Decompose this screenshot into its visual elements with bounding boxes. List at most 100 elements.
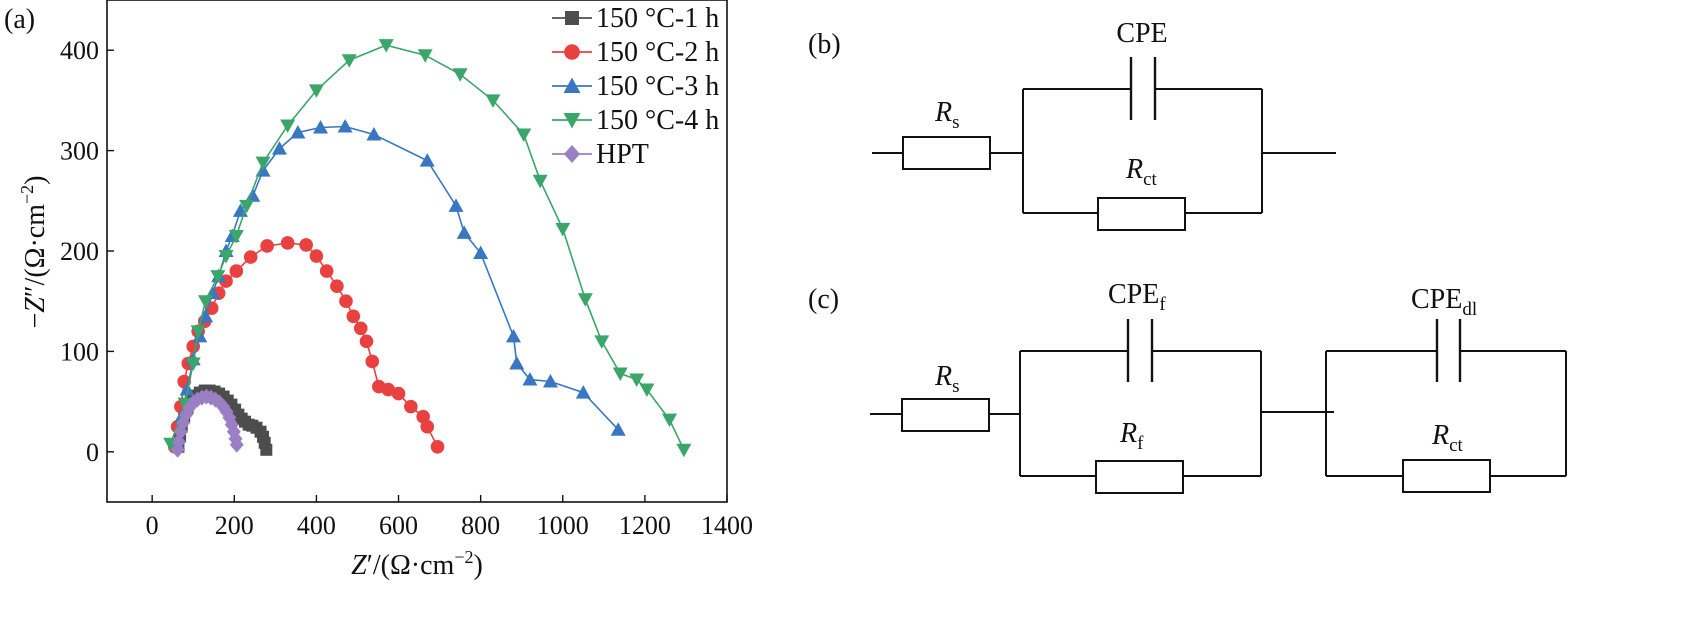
data-point (198, 295, 214, 309)
label-cpef: CPEf (1108, 279, 1166, 315)
data-point (485, 94, 501, 108)
data-point (299, 238, 313, 252)
x-tick-label: 1000 (537, 511, 589, 540)
resistor-rct-b (1097, 197, 1186, 231)
data-point (612, 367, 628, 381)
legend-marker (563, 113, 581, 129)
data-point (522, 372, 538, 386)
data-point (359, 334, 374, 349)
legend-label: 150 °C-3 h (596, 71, 719, 102)
data-point (419, 153, 435, 167)
data-point (229, 436, 244, 453)
series-layer (163, 39, 692, 458)
circuit-b: Rs CPE Rct (872, 18, 1336, 231)
label-rs-b: Rs (934, 97, 960, 133)
data-point (639, 383, 655, 398)
y-tick-label: 200 (60, 237, 99, 266)
x-axis-title: Z′/(Ω·cm−2) (351, 547, 483, 581)
data-point (290, 125, 306, 139)
data-point (271, 141, 287, 155)
data-point (308, 84, 324, 98)
data-point (532, 174, 548, 189)
legend-marker (565, 11, 579, 25)
data-point (229, 264, 244, 278)
data-point (378, 39, 394, 53)
data-point (228, 229, 244, 244)
x-tick-label: 600 (379, 511, 418, 540)
data-point (179, 382, 195, 396)
data-point (239, 199, 255, 214)
y-tick-label: 300 (60, 137, 99, 166)
panel-b-label: (b) (808, 29, 841, 60)
legend-label: 150 °C-4 h (596, 105, 719, 136)
data-point (339, 294, 353, 309)
data-point (313, 120, 329, 134)
data-point (452, 68, 468, 82)
x-tick-label: 400 (297, 511, 336, 540)
data-point (190, 325, 206, 339)
legend-label: 150 °C-1 h (596, 3, 719, 34)
y-tick-label: 100 (60, 337, 99, 366)
data-point (509, 355, 525, 370)
data-point (430, 439, 445, 454)
data-point (473, 245, 489, 260)
series-5 (170, 388, 244, 458)
data-point (610, 422, 626, 436)
data-point (280, 236, 295, 250)
data-point (505, 328, 521, 343)
data-point (417, 49, 433, 63)
data-point (391, 386, 406, 401)
legend-marker (564, 145, 580, 163)
data-point (404, 399, 418, 414)
data-point (448, 198, 464, 212)
resistor-rct-c (1402, 459, 1491, 493)
y-tick-label: 400 (60, 36, 99, 65)
data-point (243, 250, 258, 264)
data-point (577, 293, 593, 307)
data-point (629, 373, 645, 388)
resistor-rs-c (901, 398, 990, 432)
x-tick-label: 0 (146, 511, 159, 540)
series-4 (163, 39, 692, 458)
data-point (366, 127, 382, 141)
label-rct-b: Rct (1125, 154, 1158, 190)
data-point (185, 357, 201, 371)
data-point (353, 321, 368, 336)
y-axis-title: −Z″/(Ω·cm−2) (17, 176, 51, 329)
label-rs-c: Rs (934, 361, 960, 397)
data-point (210, 270, 226, 284)
label-cpedl: CPEdl (1411, 284, 1477, 320)
data-point (309, 249, 324, 263)
resistor-rf (1095, 460, 1184, 494)
data-point (676, 443, 692, 458)
label-rct-c: Rct (1431, 420, 1464, 456)
panel-c-label: (c) (808, 284, 839, 315)
data-point (662, 413, 678, 428)
resistor-rs-b (902, 136, 991, 170)
data-point (346, 309, 361, 324)
legend-marker (563, 77, 581, 93)
label-rf: Rf (1119, 418, 1144, 454)
y-axis-ticks: 0 100 200 300 400 (60, 36, 114, 467)
data-point (218, 250, 234, 264)
data-point (255, 156, 271, 171)
panel-a-label: (a) (4, 4, 35, 35)
series-2 (167, 236, 445, 454)
data-point (330, 279, 344, 293)
data-point (365, 354, 380, 369)
data-point (280, 119, 296, 133)
nyquist-chart: 0 200 400 600 800 1000 1200 1400 0100200300400 … (17, 0, 753, 581)
x-tick-label: 800 (461, 511, 500, 540)
data-point (555, 222, 571, 237)
x-tick-label: 1400 (701, 511, 753, 540)
legend-label: 150 °C-2 h (596, 37, 719, 68)
data-point (260, 239, 274, 253)
x-tick-label: 1200 (619, 511, 671, 540)
data-point (381, 382, 396, 397)
legend-marker (564, 44, 580, 60)
data-point (456, 225, 472, 239)
data-point (337, 119, 353, 133)
data-point (542, 374, 558, 388)
data-point (319, 264, 334, 278)
